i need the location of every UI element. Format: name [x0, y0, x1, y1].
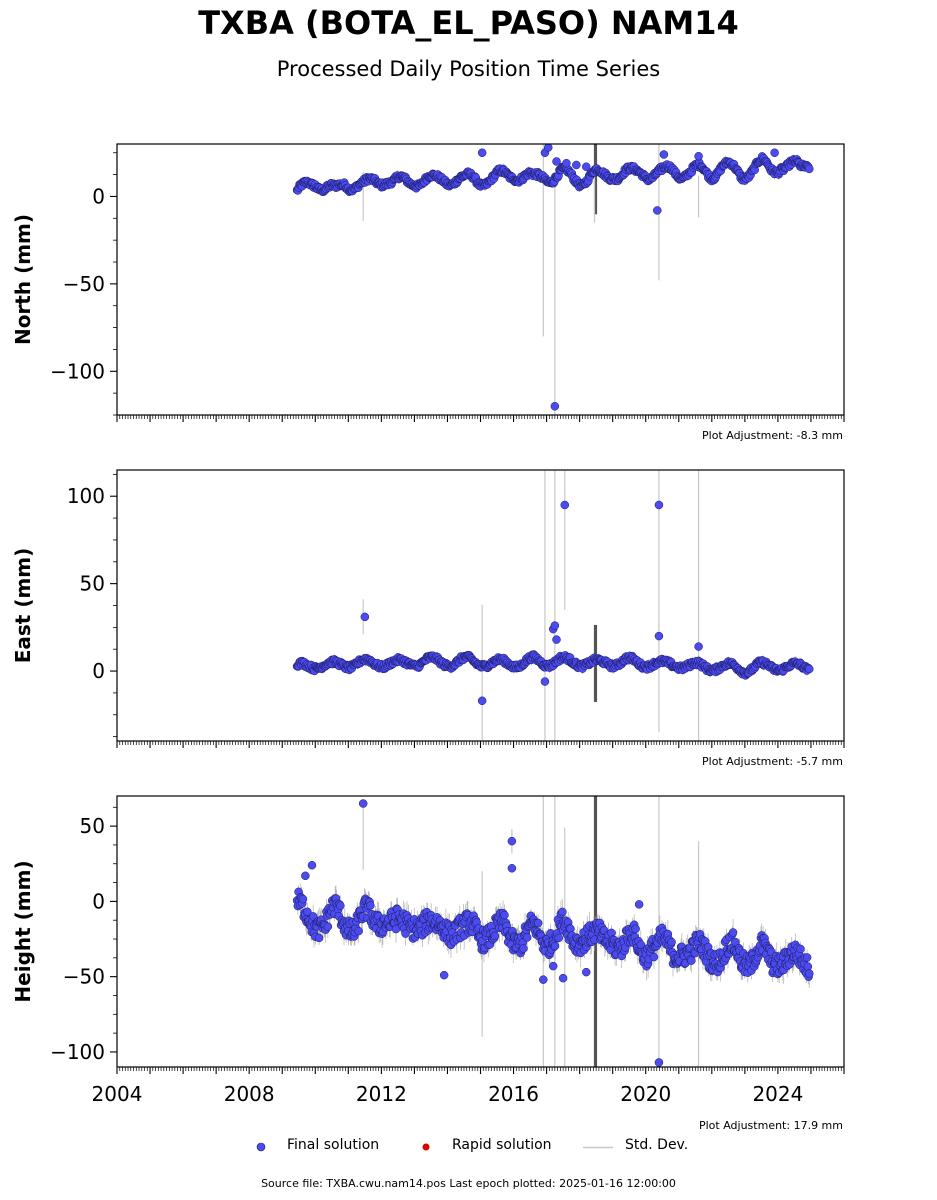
north-y-tick-label: 0 [92, 184, 105, 208]
height-outlier-point [634, 900, 644, 909]
height-point [667, 937, 676, 947]
east-outlier-point [550, 621, 560, 630]
chart-title: TXBA (BOTA_EL_PASO) NAM14 [198, 4, 739, 42]
source-footer: Source file: TXBA.cwu.nam14.pos Last epo… [261, 1177, 676, 1190]
height-point [728, 928, 738, 937]
x-tick-label: 2024 [752, 1082, 803, 1106]
north-outlier-point [770, 148, 779, 157]
east-data-group [292, 470, 814, 741]
east-outlier-point [654, 631, 664, 641]
height-outlier-point [507, 864, 517, 873]
height-outlier-point [307, 861, 317, 870]
height-point [796, 944, 805, 954]
east-point [805, 664, 814, 674]
east-outlier-point [477, 696, 487, 706]
height-point [558, 907, 567, 917]
north-point [805, 164, 814, 174]
north-y-tick-label: −100 [50, 359, 105, 383]
height-point [336, 901, 345, 911]
north-y-axis-label: North (mm) [11, 214, 35, 345]
legend-rapid-label: Rapid solution [452, 1137, 552, 1153]
legend-final-label: Final solution [287, 1137, 380, 1153]
height-outlier-point [548, 961, 558, 971]
height-y-tick-label: −100 [50, 1040, 105, 1064]
east-outlier-point [360, 612, 370, 622]
x-tick-label: 2020 [620, 1082, 671, 1106]
east-y-axis-label: East (mm) [11, 548, 35, 664]
north-outlier-point [552, 157, 561, 166]
height-point [554, 933, 563, 943]
height-y-tick-label: −50 [63, 965, 105, 989]
north-outlier-point [659, 150, 669, 159]
height-y-axis-label: Height (mm) [11, 860, 35, 1002]
east-outlier-point [654, 500, 664, 510]
chart-subtitle: Processed Daily Position Time Series [276, 57, 661, 81]
height-point [323, 922, 333, 931]
height-point [631, 924, 640, 934]
x-tick-label: 2008 [224, 1082, 275, 1106]
north-outlier-point [562, 158, 571, 168]
height-outlier-point [581, 967, 591, 977]
height-outlier-point [301, 871, 310, 881]
north-outlier-point [572, 160, 581, 170]
height-point [522, 933, 532, 942]
north-outlier-point [581, 162, 591, 171]
north-outlier-point [543, 144, 553, 152]
north-y-tick-label: −50 [63, 272, 105, 296]
east-outlier-point [560, 500, 570, 510]
height-point [731, 937, 740, 947]
height-point [490, 931, 500, 941]
east-y-tick-label: 100 [67, 484, 105, 508]
legend-std-label: Std. Dev. [625, 1137, 689, 1153]
height-point [550, 941, 560, 951]
height-outlier-point [358, 799, 368, 808]
legend-std-line [583, 1146, 613, 1149]
height-outlier-point [558, 973, 568, 983]
x-tick-label: 2004 [92, 1082, 143, 1106]
legend-rapid-marker [422, 1143, 430, 1151]
north-data-group [292, 144, 814, 415]
x-tick-label: 2012 [356, 1082, 407, 1106]
north-plot-adjustment: Plot Adjustment: -8.3 mm [702, 429, 843, 442]
height-point [366, 901, 375, 910]
height-point [314, 933, 324, 943]
height-point [519, 944, 528, 953]
north-outlier-point [477, 148, 487, 157]
east-outlier-point [540, 677, 550, 686]
height-point [566, 924, 575, 933]
height-point [401, 929, 410, 938]
height-point [649, 952, 659, 962]
x-tick-label: 2016 [488, 1082, 539, 1106]
east-plot-adjustment: Plot Adjustment: -5.7 mm [702, 755, 843, 768]
height-y-tick-label: 0 [92, 889, 105, 913]
height-point [803, 962, 813, 971]
height-outlier-point [507, 836, 517, 846]
height-plot-adjustment: Plot Adjustment: 17.9 mm [698, 1119, 843, 1132]
height-y-tick-label: 50 [80, 814, 105, 838]
east-y-tick-label: 50 [80, 572, 105, 596]
north-outlier-point [694, 151, 703, 161]
north-outlier-point [550, 402, 560, 411]
height-point [354, 926, 363, 936]
north-outlier-point [653, 206, 662, 215]
height-outlier-point [539, 975, 548, 984]
height-data-group [292, 796, 814, 1067]
height-point [303, 907, 312, 917]
height-point [533, 918, 543, 928]
height-point [298, 894, 308, 904]
east-y-tick-label: 0 [92, 659, 105, 683]
height-outlier-point [654, 1058, 664, 1067]
east-outlier-point [694, 642, 703, 651]
height-point [687, 956, 696, 965]
east-outlier-point [552, 635, 561, 644]
height-point [805, 969, 814, 978]
height-outlier-point [439, 970, 449, 980]
height-point [500, 910, 509, 920]
legend-final-marker [256, 1142, 266, 1152]
height-point [802, 953, 812, 962]
